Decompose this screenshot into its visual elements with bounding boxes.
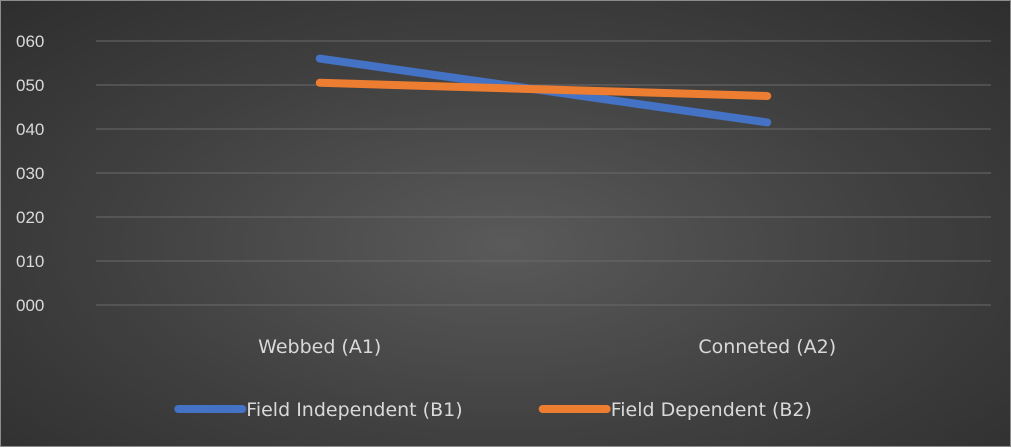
series-line-2 xyxy=(315,78,772,100)
x-tick-label-1: Webbed (A1) xyxy=(258,336,381,358)
y-tick-label-020: 020 xyxy=(16,208,44,227)
y-tick-label-040: 040 xyxy=(16,120,44,139)
x-axis: Webbed (A1) Conneted (A2) xyxy=(258,336,836,358)
y-tick-label-050: 050 xyxy=(16,76,44,95)
legend: Field Independent (B1) Field Dependent (B… xyxy=(174,399,812,421)
series-lines xyxy=(315,54,772,127)
legend-label-2: Field Dependent (B2) xyxy=(611,399,812,421)
y-tick-label-030: 030 xyxy=(16,164,44,183)
gridlines xyxy=(96,40,991,306)
legend-label-1: Field Independent (B1) xyxy=(246,399,462,421)
y-tick-label-060: 060 xyxy=(16,32,44,51)
y-axis: 000 010 020 030 040 050 060 xyxy=(16,32,44,315)
y-tick-label-010: 010 xyxy=(16,252,44,271)
y-tick-label-000: 000 xyxy=(16,296,44,315)
x-tick-label-2: Conneted (A2) xyxy=(698,336,836,358)
